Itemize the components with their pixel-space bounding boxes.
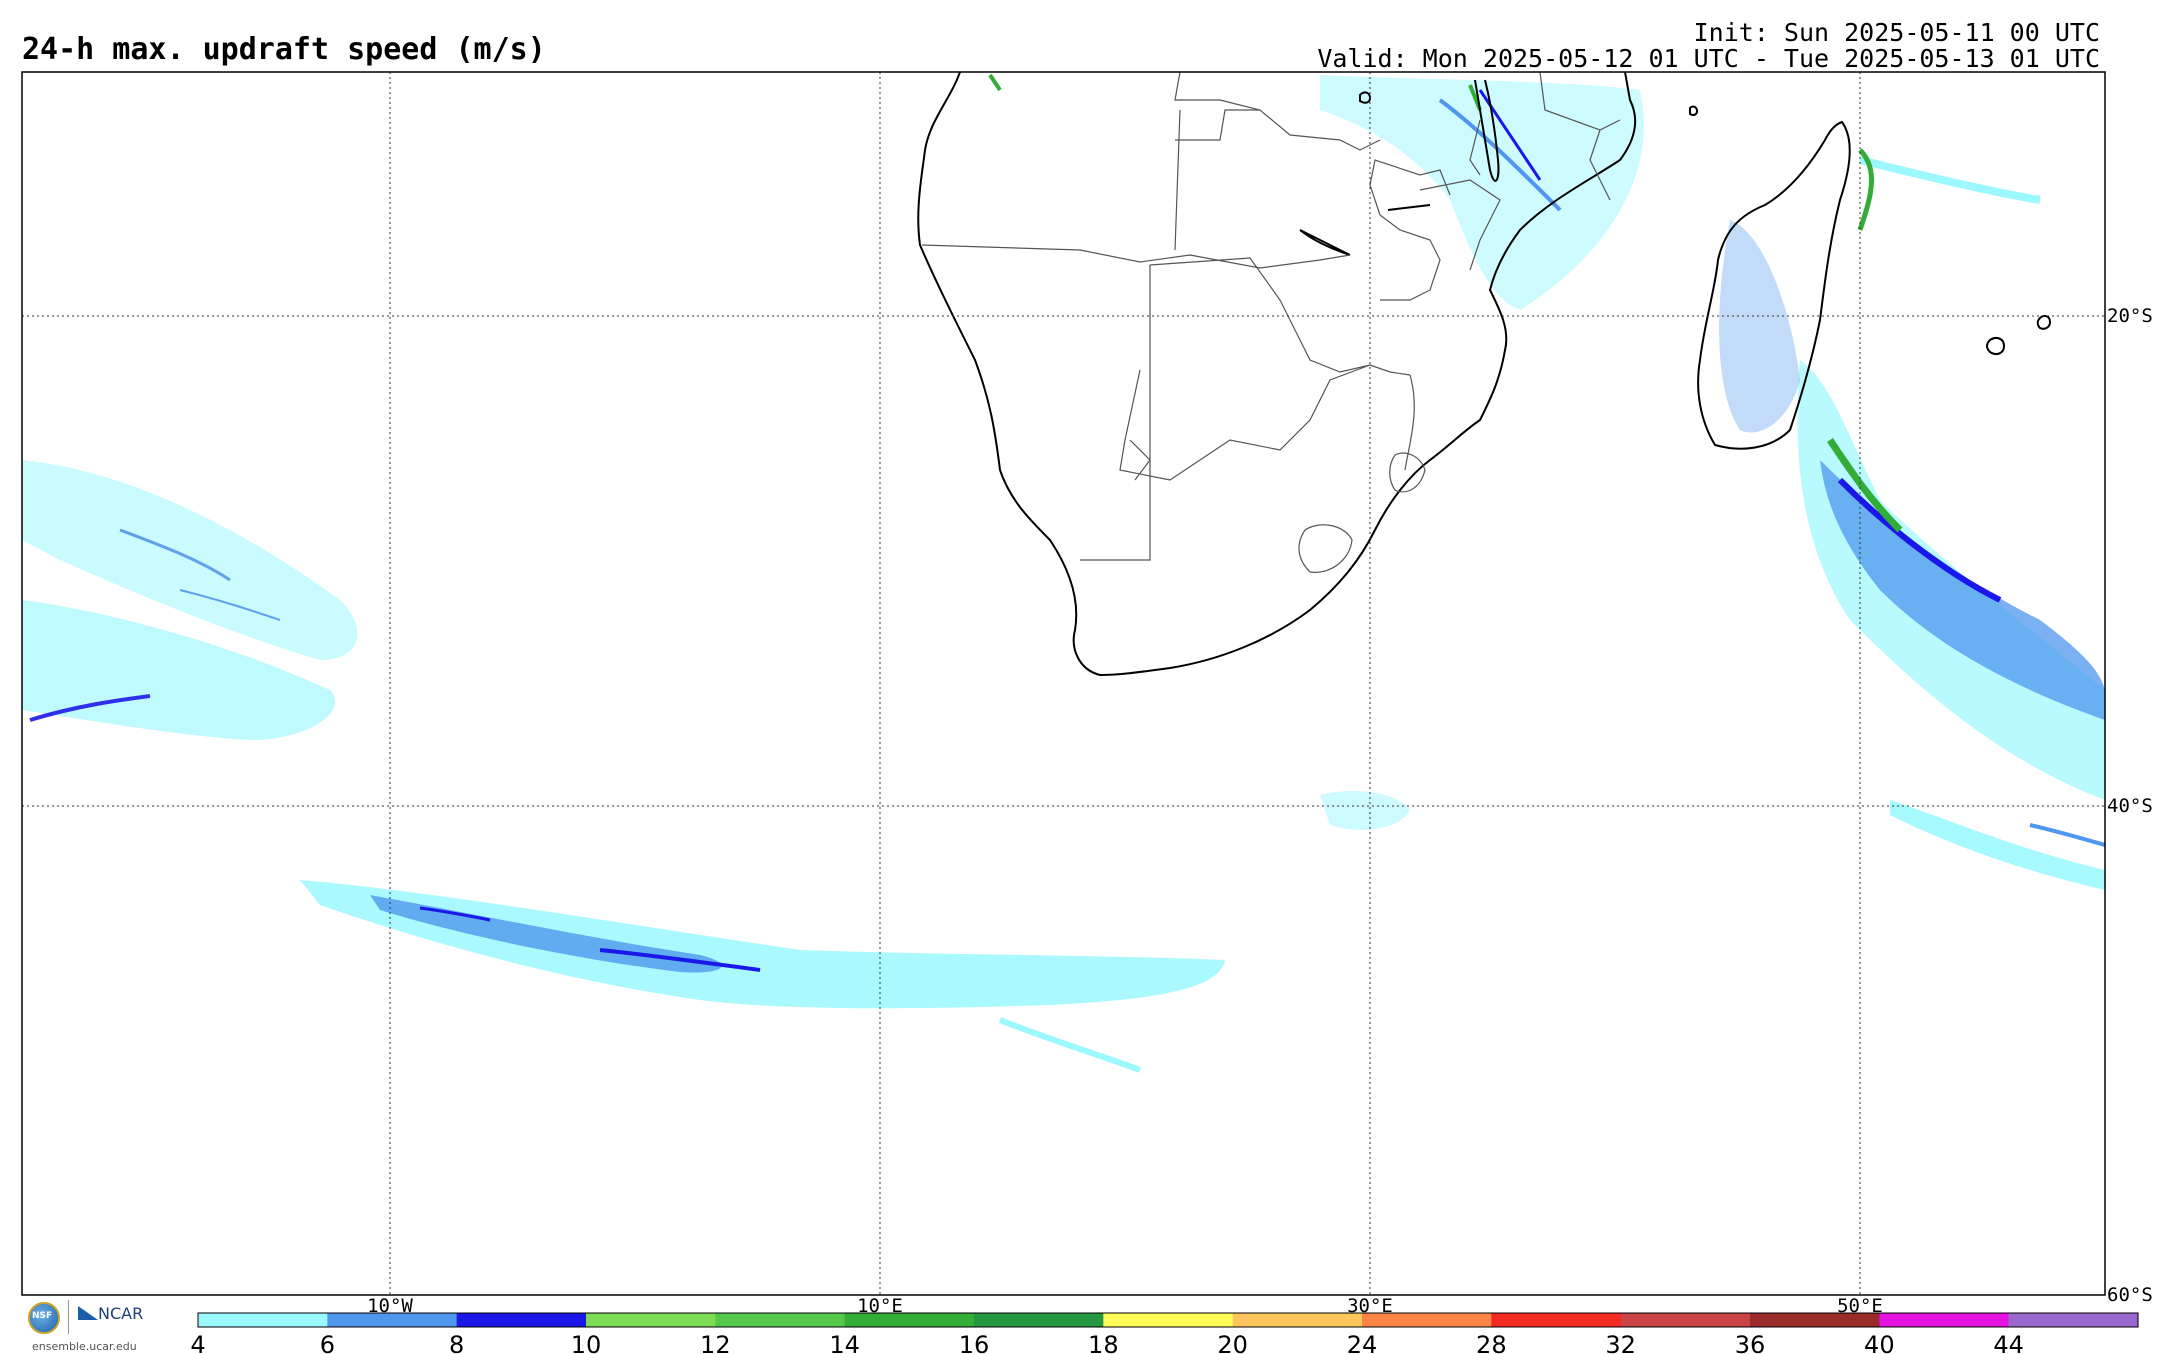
lon-label-50e: 50°E bbox=[1837, 1295, 1883, 1317]
lake-cahora-bassa bbox=[1387, 204, 1431, 211]
valid-time: Valid: Mon 2025-05-12 01 UTC - Tue 2025-… bbox=[1317, 44, 2100, 73]
colorbar-tick-label: 18 bbox=[1088, 1331, 1119, 1354]
updraft-region-west bbox=[22, 460, 358, 740]
ncar-nsf-logo: NSF NCAR bbox=[22, 1298, 162, 1354]
updraft-band-east bbox=[1797, 148, 2105, 890]
lat-label-40s: 40°S bbox=[2107, 795, 2153, 817]
colorbar-tick-label: 12 bbox=[700, 1331, 731, 1354]
logo-separator bbox=[68, 1300, 69, 1334]
lat-label-20s: 20°S bbox=[2107, 305, 2153, 327]
colorbar-segment bbox=[715, 1313, 846, 1327]
colorbar-tick-label: 6 bbox=[320, 1331, 335, 1354]
africa-coastline bbox=[917, 72, 1637, 677]
colorbar-segment bbox=[1232, 1313, 1363, 1327]
lake-malawi bbox=[1474, 79, 1500, 182]
colorbar-segment bbox=[198, 1313, 328, 1327]
colorbar-tick-label: 36 bbox=[1735, 1331, 1766, 1354]
ncar-logo-text: NCAR bbox=[98, 1304, 144, 1323]
nsf-logo-icon bbox=[28, 1302, 60, 1334]
colorbar-tick-label: 20 bbox=[1217, 1331, 1248, 1354]
colorbar-segment bbox=[1103, 1313, 1234, 1327]
ensemble-url: ensemble.ucar.edu bbox=[32, 1340, 137, 1353]
updraft-field bbox=[22, 73, 2105, 1073]
colorbar: 4 6 8 10 12 14 16 18 20 24 28 32 36 40 44 bbox=[190, 1312, 2139, 1354]
reunion-coastline bbox=[1986, 337, 2006, 355]
colorbar-tick-label: 4 bbox=[190, 1331, 205, 1354]
ncar-logo-icon bbox=[78, 1306, 98, 1320]
map-title: 24-h max. updraft speed (m/s) bbox=[22, 32, 546, 67]
colorbar-segment bbox=[586, 1313, 716, 1327]
updraft-region-north bbox=[988, 73, 1644, 310]
updraft-region-central bbox=[1320, 790, 1410, 830]
lake-kariba bbox=[1299, 229, 1351, 256]
lon-label-10w: 10°W bbox=[367, 1295, 413, 1317]
init-time: Init: Sun 2025-05-11 00 UTC bbox=[1693, 18, 2100, 47]
updraft-region-madagascar bbox=[1719, 220, 1800, 433]
colorbar-segment bbox=[1620, 1313, 1751, 1327]
updraft-band-south bbox=[300, 880, 1225, 1073]
colorbar-segment bbox=[327, 1313, 458, 1327]
colorbar-tick-label: 32 bbox=[1605, 1331, 1636, 1354]
colorbar-segment bbox=[844, 1313, 975, 1327]
mauritius-coastline bbox=[2036, 314, 2052, 330]
colorbar-segment bbox=[2008, 1313, 2139, 1327]
madagascar-coastline bbox=[1697, 120, 1851, 450]
colorbar-tick-label: 14 bbox=[829, 1331, 860, 1354]
colorbar-tick-label: 24 bbox=[1347, 1331, 1378, 1354]
colorbar-tick-label: 40 bbox=[1864, 1331, 1895, 1354]
lon-label-10e: 10°E bbox=[857, 1295, 903, 1317]
colorbar-tick-label: 10 bbox=[571, 1331, 602, 1354]
colorbar-segment bbox=[456, 1313, 587, 1327]
country-borders bbox=[921, 72, 1621, 573]
comoros-coastline bbox=[1689, 105, 1699, 116]
colorbar-segment bbox=[1362, 1313, 1492, 1327]
colorbar-tick-label: 28 bbox=[1476, 1331, 1507, 1354]
colorbar-outline bbox=[197, 1312, 2139, 1328]
nsf-logo-text: NSF bbox=[32, 1311, 53, 1321]
run-info: Init: Sun 2025-05-11 00 UTC Valid: Mon 2… bbox=[1317, 20, 2100, 72]
colorbar-segment bbox=[1491, 1313, 1622, 1327]
coastlines bbox=[917, 72, 2052, 677]
colorbar-tick-label: 44 bbox=[1993, 1331, 2024, 1354]
graticule bbox=[22, 72, 2105, 1295]
colorbar-segment bbox=[974, 1313, 1104, 1327]
colorbar-tick-label: 8 bbox=[449, 1331, 464, 1354]
map-frame bbox=[21, 71, 2106, 1296]
colorbar-segment bbox=[1750, 1313, 1880, 1327]
colorbar-tick-label: 16 bbox=[959, 1331, 990, 1354]
lon-label-30e: 30°E bbox=[1347, 1295, 1393, 1317]
lat-label-60s: 60°S bbox=[2107, 1284, 2153, 1306]
colorbar-segment bbox=[1879, 1313, 2010, 1327]
